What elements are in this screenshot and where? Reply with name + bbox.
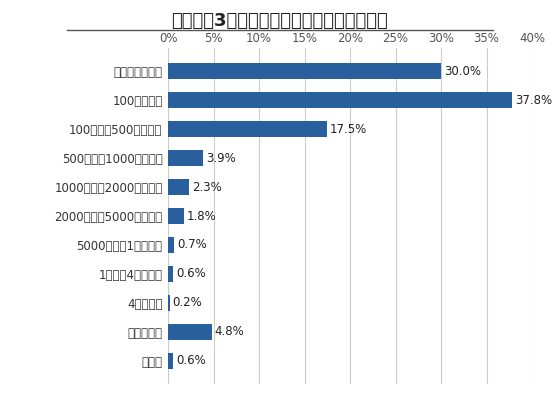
Text: 0.6%: 0.6% (176, 268, 206, 280)
Bar (168, 266, 174, 282)
Bar (168, 237, 174, 253)
Bar (168, 63, 441, 79)
Bar (168, 353, 174, 369)
Bar (168, 295, 170, 311)
Text: 37.8%: 37.8% (515, 94, 552, 107)
Text: 4.8%: 4.8% (214, 325, 244, 338)
Bar (168, 121, 327, 137)
Bar (168, 208, 184, 224)
Bar (168, 179, 189, 195)
Bar (168, 150, 203, 166)
Text: 3.9%: 3.9% (206, 152, 236, 164)
Text: 1.8%: 1.8% (187, 210, 217, 222)
Text: 17.5%: 17.5% (330, 123, 367, 136)
Text: 0.6%: 0.6% (176, 354, 206, 367)
Text: 0.7%: 0.7% (177, 238, 207, 252)
Bar (168, 324, 212, 340)
Text: 直近過去3基の情報セキュリティ対策投資額: 直近過去3基の情報セキュリティ対策投資額 (171, 12, 389, 30)
Bar (168, 92, 512, 108)
Text: 2.3%: 2.3% (192, 180, 221, 194)
Text: 30.0%: 30.0% (444, 65, 480, 78)
Text: 0.2%: 0.2% (172, 296, 202, 309)
